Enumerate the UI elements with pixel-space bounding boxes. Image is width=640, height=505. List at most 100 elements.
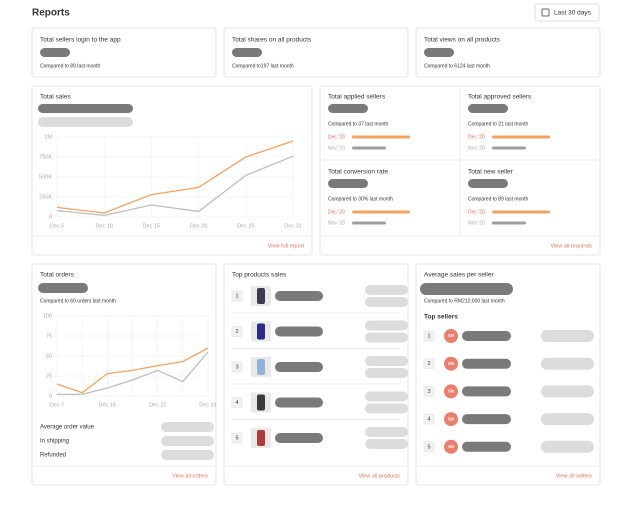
link[interactable]: View all orders <box>172 473 208 479</box>
x-tick-label: Dec 5 <box>50 223 64 229</box>
rank: 4 <box>427 417 430 423</box>
card-title: Total new seller <box>468 169 514 176</box>
card-title: Total sellers login to the app <box>40 37 121 44</box>
placeholder <box>365 391 408 402</box>
card-title: Total approved sellers <box>468 94 532 101</box>
card-title: Top products sales <box>232 272 287 279</box>
avatar-initials: SN <box>448 389 454 394</box>
card-title: Average sales per seller <box>424 272 494 279</box>
legend-label: Nov '20 <box>468 220 485 226</box>
y-tick-label: 500K <box>39 174 52 180</box>
rank: 4 <box>235 400 238 406</box>
placeholder <box>365 403 408 414</box>
date-range-label[interactable]: Last 30 days <box>554 10 592 17</box>
calendar-icon <box>541 8 550 17</box>
rank: 2 <box>427 361 430 367</box>
placeholder <box>541 440 594 453</box>
placeholder <box>365 285 408 295</box>
placeholder <box>420 283 513 295</box>
y-tick-label: 0 <box>49 393 52 399</box>
section-title: Top sellers <box>424 314 458 321</box>
placeholder <box>275 433 323 443</box>
legend-label: Dec '20 <box>468 209 485 215</box>
placeholder <box>365 356 408 366</box>
y-tick-label: 25 <box>46 373 52 379</box>
product-image <box>257 359 265 375</box>
x-tick-label: Dec 25 <box>237 223 254 229</box>
rank: 2 <box>235 329 238 335</box>
placeholder <box>365 332 408 343</box>
avatar <box>444 356 458 371</box>
legend-label: Nov '20 <box>328 220 345 226</box>
y-tick-label: 75 <box>46 333 52 339</box>
link[interactable]: View all sellers <box>556 473 593 479</box>
link[interactable]: View all products <box>359 473 401 479</box>
rank-badge <box>231 361 243 373</box>
series-line <box>56 347 209 394</box>
comparison-bar <box>352 135 410 139</box>
placeholder <box>424 48 454 57</box>
rank-badge <box>231 397 243 408</box>
placeholder <box>462 441 511 452</box>
card <box>223 27 409 78</box>
placeholder <box>365 368 408 378</box>
comparison: Compared to 89 last month <box>40 63 101 69</box>
placeholder <box>462 414 511 425</box>
comparison-bar <box>352 210 410 214</box>
placeholder <box>275 362 323 372</box>
avatar <box>444 439 458 454</box>
placeholder <box>161 450 214 460</box>
rank-badge <box>423 386 435 397</box>
y-tick-label: 1M <box>44 134 52 140</box>
rank-badge <box>231 432 243 444</box>
placeholder <box>462 358 511 369</box>
card-title: Total sales <box>40 94 71 101</box>
rank-badge <box>423 330 435 342</box>
x-tick-label: Dec 31 <box>199 402 216 408</box>
metric-label: Average order value <box>40 425 95 431</box>
series-line <box>56 140 294 214</box>
card-title: Total orders <box>40 272 75 279</box>
rank-badge <box>423 441 435 453</box>
comparison-bar <box>492 146 526 150</box>
legend-label: Dec '20 <box>328 209 345 215</box>
x-tick-label: Dec 20 <box>190 223 207 229</box>
product-image <box>257 288 265 304</box>
comparison: Compared to197 last month <box>232 63 294 69</box>
placeholder <box>541 357 594 370</box>
avatar-initials: SN <box>448 416 454 421</box>
date-range-button <box>534 3 600 22</box>
comparison-bar <box>492 135 550 139</box>
rank-badge <box>423 413 435 425</box>
placeholder <box>462 331 511 341</box>
rank-badge <box>423 358 435 369</box>
y-tick-label: 750K <box>39 154 52 160</box>
series-line <box>57 351 209 396</box>
link[interactable]: View full report <box>268 243 305 249</box>
y-tick-label: 50 <box>46 353 52 359</box>
placeholder <box>541 330 594 342</box>
product-image <box>257 394 265 411</box>
comparison: Compared to 60 orders last month <box>40 298 116 304</box>
card <box>415 263 601 486</box>
avatar <box>444 329 458 343</box>
y-tick-label: 0 <box>49 214 52 220</box>
rank: 5 <box>235 435 238 441</box>
comparison: Compared to 30% last month <box>328 196 393 202</box>
legend-label: Nov '20 <box>468 145 485 151</box>
rank-badge <box>231 290 243 302</box>
card-title: Total conversion rate <box>328 169 388 176</box>
placeholder <box>541 385 594 398</box>
series-line <box>56 155 294 217</box>
metric-label: Refunded <box>40 453 66 459</box>
x-tick-label: Dec 15 <box>99 402 116 408</box>
placeholder <box>365 427 408 437</box>
placeholder <box>40 48 70 57</box>
placeholder <box>328 104 368 113</box>
comparison-bar <box>352 221 386 225</box>
avatar-initials: SN <box>448 444 454 449</box>
rank: 1 <box>427 333 430 339</box>
link[interactable]: View all requests <box>551 243 593 249</box>
comparison-bar <box>492 221 526 225</box>
